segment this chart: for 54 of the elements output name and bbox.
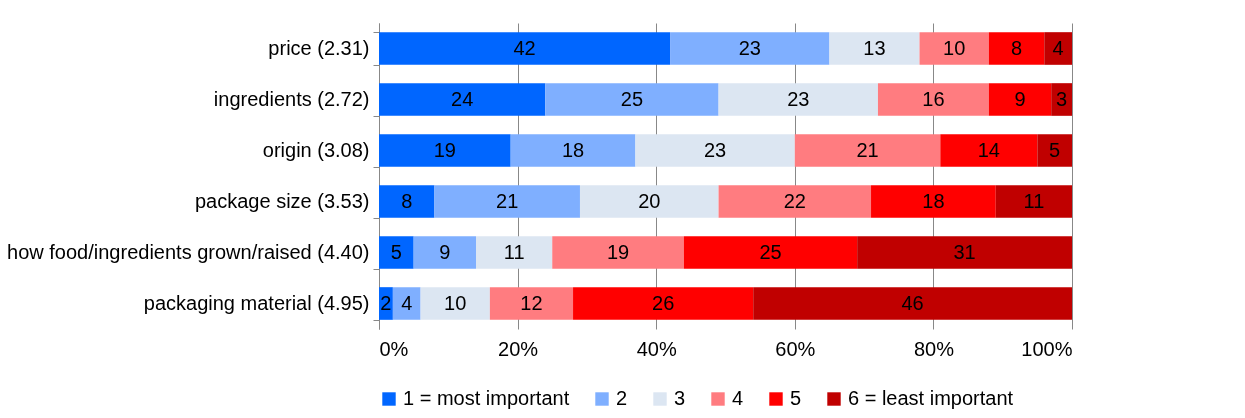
legend-label: 5	[790, 387, 802, 409]
x-tick-label: 100%	[1021, 337, 1073, 360]
data-label: 10	[444, 291, 467, 314]
data-label: 23	[703, 138, 727, 161]
data-label: 12	[520, 291, 543, 314]
data-label: 10	[943, 36, 966, 59]
legend-label: 2	[616, 387, 628, 409]
legend-label: 4	[732, 387, 744, 409]
data-label: 18	[922, 189, 945, 212]
data-label: 4	[401, 291, 413, 314]
data-label: 22	[783, 189, 806, 212]
data-label: 16	[922, 87, 945, 110]
y-tick-label: package size (3.53)	[194, 190, 370, 212]
y-tick-label: ingredients (2.72)	[213, 88, 370, 110]
data-label: 5	[390, 240, 402, 263]
data-label: 9	[439, 240, 451, 263]
data-label: 11	[1023, 189, 1045, 212]
data-label: 21	[856, 138, 879, 161]
data-label: 4	[1052, 36, 1064, 59]
data-label: 14	[977, 138, 1000, 161]
data-label: 13	[863, 36, 886, 59]
data-label: 19	[606, 240, 630, 263]
x-tick-label: 0%	[379, 337, 409, 360]
data-label: 8	[1011, 36, 1023, 59]
data-label: 31	[953, 240, 976, 263]
data-label: 23	[738, 36, 761, 59]
data-label: 2	[380, 291, 392, 314]
data-label: 3	[1056, 87, 1068, 110]
data-label: 23	[787, 87, 810, 110]
y-tick-label: origin (3.08)	[262, 139, 370, 161]
data-label: 42	[513, 36, 536, 59]
y-tick-label: how food/ingredients grown/raised (4.40)	[7, 241, 370, 263]
data-label: 25	[620, 87, 644, 110]
data-label: 25	[759, 240, 782, 263]
data-label: 20	[638, 189, 661, 212]
y-tick-label: packaging material (4.95)	[143, 292, 370, 314]
data-label: 19	[433, 138, 456, 161]
data-label: 46	[901, 291, 924, 314]
legend-label: 3	[674, 387, 686, 409]
data-label: 9	[1014, 87, 1026, 110]
y-tick-label: price (2.31)	[268, 37, 370, 59]
data-label: 5	[1049, 138, 1061, 161]
x-tick-label: 80%	[913, 337, 955, 360]
data-label: 21	[496, 189, 519, 212]
legend-label: 6 = least important	[848, 387, 1014, 409]
data-label: 11	[503, 240, 525, 263]
data-label: 18	[561, 138, 585, 161]
data-label: 24	[451, 87, 474, 110]
x-tick-label: 20%	[498, 337, 539, 360]
x-tick-label: 40%	[636, 337, 677, 360]
data-label: 26	[652, 291, 675, 314]
x-tick-label: 60%	[775, 337, 816, 360]
data-label: 8	[401, 189, 413, 212]
legend-label: 1 = most important	[403, 387, 570, 409]
